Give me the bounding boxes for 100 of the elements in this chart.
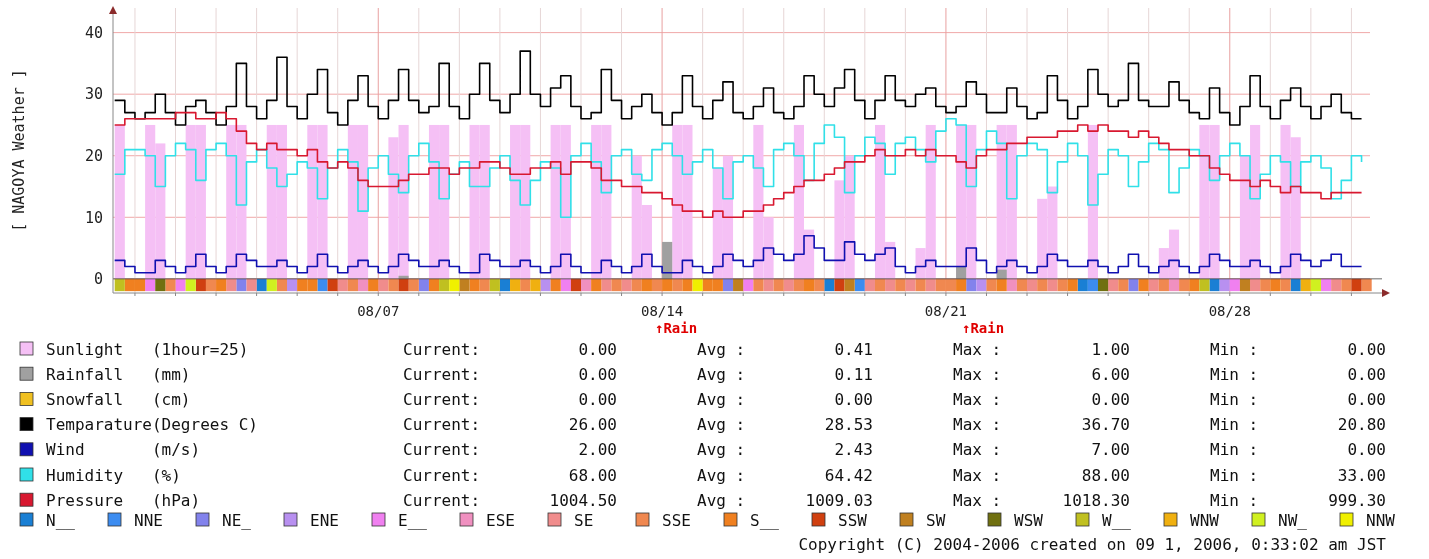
text: Current: 0.00 bbox=[403, 364, 617, 384]
bar bbox=[550, 278, 561, 292]
bar bbox=[1229, 278, 1240, 292]
text: Avg : 0.00 bbox=[697, 390, 873, 409]
bar bbox=[925, 278, 936, 292]
bar bbox=[1158, 278, 1169, 292]
legend-label: Rainfall (mm) bbox=[46, 364, 191, 384]
x-tick-label: 08/28 bbox=[1208, 303, 1251, 319]
text: Current: 2.00 bbox=[403, 440, 617, 460]
bar bbox=[662, 241, 673, 279]
bar bbox=[145, 278, 156, 292]
bar bbox=[611, 278, 622, 292]
bar bbox=[753, 278, 764, 292]
bar bbox=[1006, 278, 1017, 292]
text: Avg : 0.11 bbox=[697, 364, 873, 384]
bar bbox=[226, 278, 237, 292]
bar bbox=[357, 278, 369, 292]
y-tick-label: 20 bbox=[84, 146, 103, 165]
bar bbox=[986, 278, 997, 292]
text: Max : 88.00 bbox=[953, 465, 1130, 485]
bar bbox=[621, 278, 632, 292]
bar bbox=[763, 278, 774, 292]
bar bbox=[682, 278, 693, 292]
bar bbox=[1077, 278, 1088, 292]
bar bbox=[1209, 278, 1220, 292]
bar bbox=[1189, 278, 1200, 292]
bar bbox=[824, 278, 835, 292]
bar bbox=[378, 278, 389, 292]
bar bbox=[1057, 278, 1068, 292]
bar bbox=[246, 278, 257, 292]
bar bbox=[439, 278, 450, 292]
bar bbox=[114, 278, 125, 292]
bar bbox=[195, 278, 206, 292]
legend-label: SE bbox=[574, 510, 594, 530]
text: Avg : 0.41 bbox=[697, 339, 873, 359]
bar bbox=[489, 278, 500, 292]
bar bbox=[641, 278, 652, 292]
bar bbox=[266, 278, 277, 292]
bar bbox=[783, 278, 794, 292]
legend-label: ENE bbox=[310, 510, 339, 530]
x-tick-label: 08/21 bbox=[924, 303, 968, 319]
bar bbox=[1016, 278, 1028, 292]
bar bbox=[1118, 278, 1129, 292]
text: Copyright (C) 2004-2006 created on 09 1, 2006, 0:33:02 am JST bbox=[798, 535, 1387, 554]
bar bbox=[276, 278, 288, 292]
text: Min : 0.00 bbox=[1210, 339, 1386, 359]
bar bbox=[1351, 278, 1362, 292]
text: Max : 7.00 bbox=[953, 440, 1130, 460]
bar bbox=[1128, 278, 1139, 292]
y-axis-title: [ NAGOYA Weather ] bbox=[10, 69, 28, 232]
text: Min : 0.00 bbox=[1210, 390, 1386, 409]
bar bbox=[1067, 278, 1078, 292]
legend-label: Pressure (hPa) bbox=[46, 490, 201, 510]
legend-label: W__ bbox=[1102, 510, 1132, 530]
bar bbox=[1280, 278, 1291, 292]
bar bbox=[1179, 278, 1190, 292]
bar bbox=[114, 124, 125, 279]
bar bbox=[885, 278, 896, 292]
bar bbox=[1199, 278, 1210, 292]
bar bbox=[479, 278, 490, 292]
bar bbox=[216, 278, 227, 292]
bar bbox=[743, 278, 754, 292]
legend-label: NNE bbox=[134, 510, 163, 530]
legend-label: WNW bbox=[1190, 510, 1220, 530]
bar bbox=[408, 278, 419, 292]
bar bbox=[591, 278, 602, 292]
bar bbox=[1270, 278, 1281, 292]
bar bbox=[773, 278, 784, 292]
bar bbox=[915, 278, 926, 292]
text: Min : 33.00 bbox=[1210, 465, 1386, 485]
text: Max : 1018.30 bbox=[953, 490, 1130, 510]
bar bbox=[966, 278, 977, 292]
text: Avg : 64.42 bbox=[697, 465, 873, 485]
bar bbox=[672, 278, 683, 292]
bar bbox=[692, 278, 703, 292]
bar bbox=[864, 278, 875, 292]
bar bbox=[834, 278, 845, 292]
bar bbox=[1260, 278, 1271, 292]
x-tick-label: 08/07 bbox=[357, 303, 400, 319]
text: Avg : 2.43 bbox=[697, 440, 873, 460]
bar bbox=[814, 278, 825, 292]
legend-label: Wind (m/s) bbox=[46, 440, 201, 460]
bar bbox=[256, 278, 267, 292]
bar bbox=[530, 278, 541, 292]
text: ↑Rain bbox=[962, 320, 1005, 336]
bar bbox=[601, 278, 612, 292]
bar bbox=[327, 278, 338, 292]
bar bbox=[804, 278, 815, 292]
bar bbox=[1047, 278, 1058, 292]
bar bbox=[1168, 278, 1180, 292]
bar bbox=[1321, 278, 1332, 292]
bar bbox=[287, 278, 298, 292]
legend-label: Temparature(Degrees C) bbox=[46, 415, 258, 435]
bar bbox=[337, 278, 348, 292]
bar bbox=[1108, 278, 1119, 292]
bar bbox=[236, 278, 247, 292]
bar bbox=[165, 278, 176, 292]
text: Current: 0.00 bbox=[403, 339, 617, 359]
bar bbox=[1310, 278, 1322, 292]
bar bbox=[388, 278, 399, 292]
